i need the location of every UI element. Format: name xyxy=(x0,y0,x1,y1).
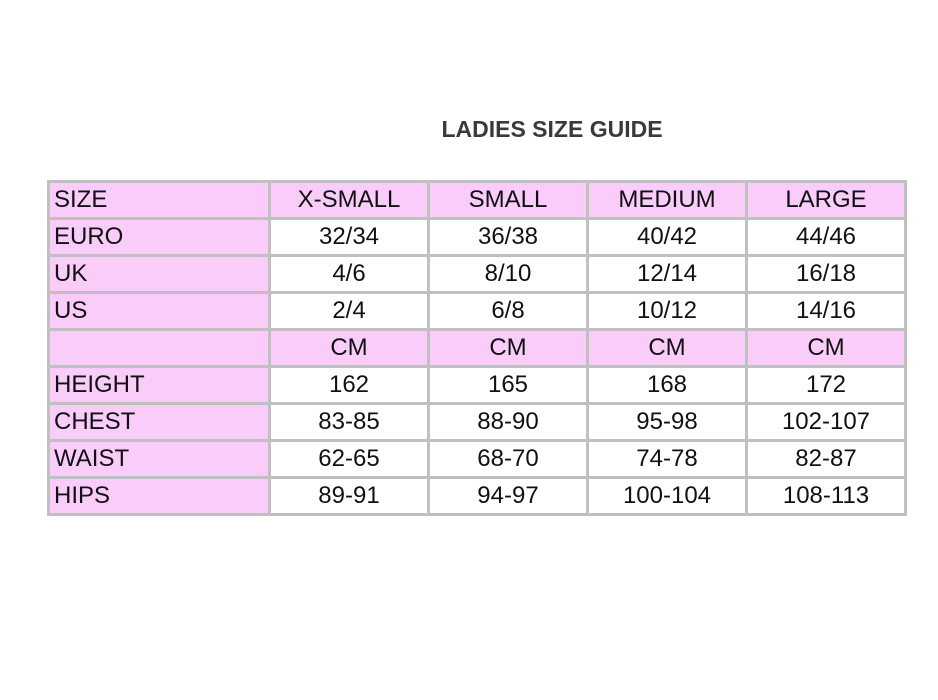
table-row: EURO 32/34 36/38 40/42 44/46 xyxy=(47,217,907,257)
table-cell: 68-70 xyxy=(427,439,589,479)
table-cell: X-SMALL xyxy=(268,180,430,220)
table-cell: 6/8 xyxy=(427,291,589,331)
table-cell: CM xyxy=(586,328,748,368)
table-row: UK 4/6 8/10 12/14 16/18 xyxy=(47,254,907,294)
table-cell: 168 xyxy=(586,365,748,405)
table-cell: 40/42 xyxy=(586,217,748,257)
table-cell: 36/38 xyxy=(427,217,589,257)
table-cell: 74-78 xyxy=(586,439,748,479)
row-label: WAIST xyxy=(47,439,271,479)
table-cell: 102-107 xyxy=(745,402,907,442)
table-cell: 88-90 xyxy=(427,402,589,442)
table-row: CM CM CM CM xyxy=(47,328,907,368)
row-label: CHEST xyxy=(47,402,271,442)
table-row: HIPS 89-91 94-97 100-104 108-113 xyxy=(47,476,907,516)
table-cell: LARGE xyxy=(745,180,907,220)
size-table: SIZE X-SMALL SMALL MEDIUM LARGE EURO 32/34 36/3… xyxy=(47,180,907,516)
row-label: HIPS xyxy=(47,476,271,516)
table-cell: SMALL xyxy=(427,180,589,220)
table-cell: 165 xyxy=(427,365,589,405)
table-cell: 4/6 xyxy=(268,254,430,294)
table-row: CHEST 83-85 88-90 95-98 102-107 xyxy=(47,402,907,442)
table-cell: 2/4 xyxy=(268,291,430,331)
table-cell: 94-97 xyxy=(427,476,589,516)
table-cell: MEDIUM xyxy=(586,180,748,220)
table-cell: 83-85 xyxy=(268,402,430,442)
table-cell: 172 xyxy=(745,365,907,405)
table-cell: 89-91 xyxy=(268,476,430,516)
table-cell: 82-87 xyxy=(745,439,907,479)
table-row: SIZE X-SMALL SMALL MEDIUM LARGE xyxy=(47,180,907,220)
table-cell: 8/10 xyxy=(427,254,589,294)
table-row: US 2/4 6/8 10/12 14/16 xyxy=(47,291,907,331)
table-cell: 32/34 xyxy=(268,217,430,257)
table-cell: 95-98 xyxy=(586,402,748,442)
table-cell: 16/18 xyxy=(745,254,907,294)
page-title: LADIES SIZE GUIDE xyxy=(441,116,663,142)
table-cell: 10/12 xyxy=(586,291,748,331)
table-cell: CM xyxy=(427,328,589,368)
row-label: UK xyxy=(47,254,271,294)
table-cell: CM xyxy=(268,328,430,368)
table-cell: 108-113 xyxy=(745,476,907,516)
table-cell: 162 xyxy=(268,365,430,405)
table-cell: 14/16 xyxy=(745,291,907,331)
table-row: HEIGHT 162 165 168 172 xyxy=(47,365,907,405)
row-label xyxy=(47,328,271,368)
table-cell: 12/14 xyxy=(586,254,748,294)
table-cell: 62-65 xyxy=(268,439,430,479)
table-cell: 44/46 xyxy=(745,217,907,257)
row-label: US xyxy=(47,291,271,331)
row-label: SIZE xyxy=(47,180,271,220)
table-cell: 100-104 xyxy=(586,476,748,516)
row-label: HEIGHT xyxy=(47,365,271,405)
table-cell: CM xyxy=(745,328,907,368)
table-row: WAIST 62-65 68-70 74-78 82-87 xyxy=(47,439,907,479)
row-label: EURO xyxy=(47,217,271,257)
